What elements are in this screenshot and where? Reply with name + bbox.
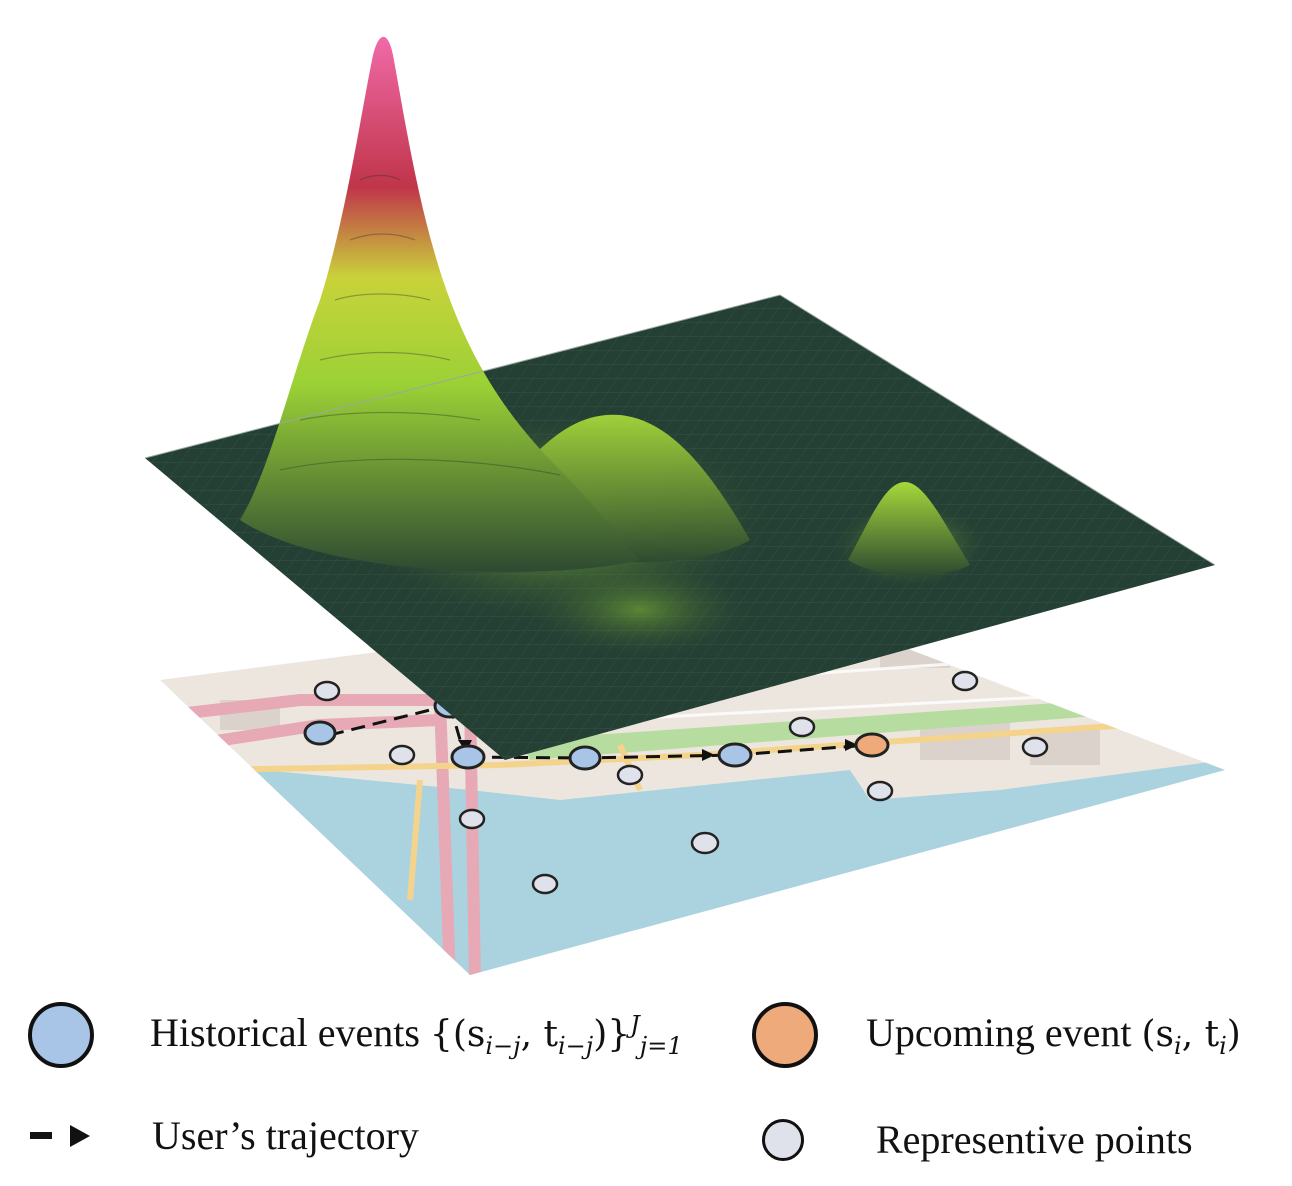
legend-historical: Historical events {(si−j, ti−j)}Jj=1 <box>28 1002 683 1068</box>
representative-point <box>866 780 894 802</box>
historical-event-point <box>568 745 602 771</box>
secondary-peak <box>848 482 970 576</box>
park-strip <box>520 700 1110 760</box>
representative-point <box>690 831 720 855</box>
upcoming-label: Upcoming event <box>866 1010 1132 1056</box>
historical-event-swatch <box>28 1002 94 1068</box>
legend-representative: Representive points <box>762 1116 1193 1163</box>
trajectory-label: User’s trajectory <box>152 1113 419 1158</box>
water-area <box>160 760 1225 975</box>
historical-label: Historical events <box>150 1010 420 1056</box>
representative-point <box>951 670 979 692</box>
historical-event-point <box>450 744 486 770</box>
upcoming-event-swatch <box>752 1002 818 1068</box>
dashed-arrow-icon <box>30 1124 90 1147</box>
density-surface <box>144 36 1216 760</box>
upcoming-event-point <box>854 732 890 758</box>
representative-label: Representive points <box>876 1117 1193 1162</box>
legend: Historical events {(si−j, ti−j)}Jj=1 Upc… <box>0 980 1292 1186</box>
representative-point-swatch <box>762 1118 804 1161</box>
representative-point <box>1021 736 1049 758</box>
historical-formula: {(si−j, ti−j)}Jj=1 <box>429 1011 683 1061</box>
historical-event-point <box>303 720 337 746</box>
main-peak <box>240 36 640 572</box>
representative-point <box>616 764 644 786</box>
representative-points <box>313 670 1049 895</box>
upcoming-formula: (si, ti) <box>1141 1014 1241 1061</box>
representative-point <box>531 873 559 895</box>
representative-point <box>313 680 341 702</box>
legend-upcoming: Upcoming event (si, ti) <box>752 1002 1241 1068</box>
historical-event-point <box>717 742 753 768</box>
representative-point <box>388 744 416 766</box>
representative-point <box>458 808 486 830</box>
legend-trajectory: User’s trajectory <box>28 1112 419 1159</box>
representative-point <box>788 716 816 738</box>
density-map-scene <box>144 36 1225 975</box>
